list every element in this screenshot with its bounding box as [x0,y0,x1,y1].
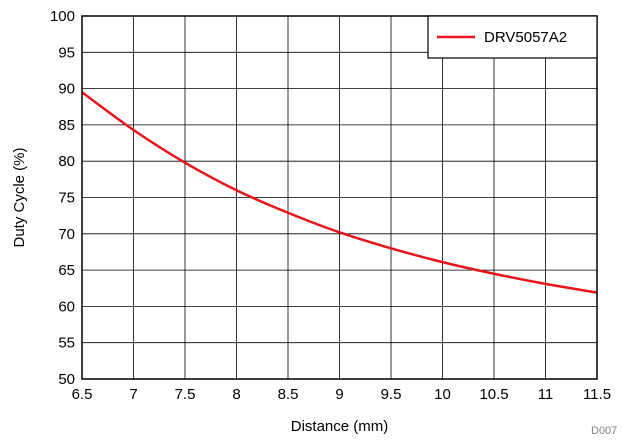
x-axis-label: Distance (mm) [291,418,389,435]
legend: DRV5057A2 [427,15,598,59]
x-tick-label: 11.5 [583,386,611,403]
series-layer [81,91,598,294]
y-tick-label: 55 [58,335,75,352]
x-tick-label: 10 [434,386,451,403]
x-tick-label: 11 [538,386,554,403]
y-axis-label: Duty Cycle (%) [11,147,28,247]
y-tick-label: 60 [58,298,75,315]
y-tick-label: 90 [58,81,75,98]
x-tick-label: 9 [335,386,343,403]
y-tick-label: 70 [58,226,75,243]
y-tick-label: 100 [50,8,75,25]
y-tick-label: 75 [58,190,75,207]
y-tick-label: 80 [58,153,75,170]
y-tick-label: 95 [58,44,75,61]
x-tick-label: 6.5 [72,386,93,403]
x-tick-label: 10.5 [479,386,508,403]
y-tick-label: 85 [58,117,75,134]
y-tick-labels: 50 55 60 65 70 75 80 85 90 95 100 [50,8,75,388]
x-tick-label: 8.5 [278,386,299,403]
x-tick-label: 8 [232,386,240,403]
x-tick-label: 9.5 [381,386,402,403]
legend-label: DRV5057A2 [484,29,567,46]
plot-frame [81,15,598,380]
x-tick-label: 7.5 [175,386,196,403]
figure-code: D007 [591,425,617,437]
series-line-0 [81,91,598,294]
y-tick-label: 50 [58,371,75,388]
y-tick-label: 65 [58,262,75,279]
x-tick-label: 7 [129,386,137,403]
x-tick-labels: 6.5 7 7.5 8 8.5 9 9.5 10 10.5 11 11.5 [72,386,611,403]
grid-lines [81,15,598,380]
